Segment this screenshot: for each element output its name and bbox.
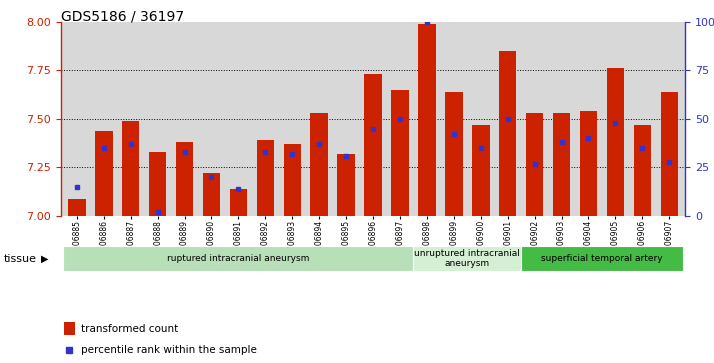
Text: ▶: ▶ [41, 254, 49, 264]
Bar [391, 90, 408, 216]
Text: transformed count: transformed count [81, 324, 178, 334]
Bar [418, 24, 436, 216]
Bar [413, 246, 521, 271]
Text: unruptured intracranial
aneurysm: unruptured intracranial aneurysm [414, 249, 521, 268]
Text: superficial temporal artery: superficial temporal artery [541, 254, 663, 263]
Bar [283, 144, 301, 216]
Bar [633, 125, 651, 216]
Bar [607, 68, 624, 216]
Bar [311, 113, 328, 216]
Bar [64, 246, 413, 271]
Text: ruptured intracranial aneurysm: ruptured intracranial aneurysm [167, 254, 310, 263]
Bar [580, 111, 597, 216]
Bar [445, 92, 463, 216]
Bar [521, 246, 683, 271]
Bar [338, 154, 355, 216]
Bar [64, 322, 75, 335]
Text: tissue: tissue [4, 254, 36, 264]
Bar [499, 51, 516, 216]
Bar [95, 131, 113, 216]
Text: GDS5186 / 36197: GDS5186 / 36197 [61, 9, 183, 23]
Bar [364, 74, 382, 216]
Bar [553, 113, 570, 216]
Bar [230, 189, 247, 216]
Bar [203, 173, 220, 216]
Bar [472, 125, 490, 216]
Bar [526, 113, 543, 216]
Bar [256, 140, 274, 216]
Bar [176, 142, 193, 216]
Bar [122, 121, 139, 216]
Bar [149, 152, 166, 216]
Bar [68, 199, 86, 216]
Bar [660, 92, 678, 216]
Text: percentile rank within the sample: percentile rank within the sample [81, 345, 256, 355]
